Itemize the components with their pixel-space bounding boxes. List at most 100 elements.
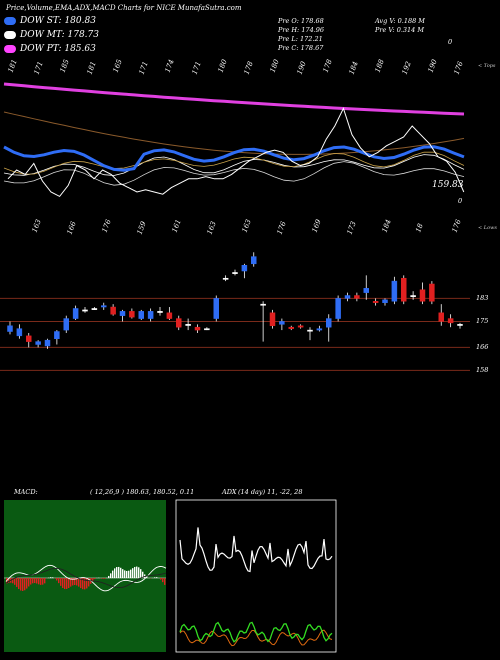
candle — [222, 275, 229, 282]
candle — [129, 308, 135, 319]
ema-blue-line — [3, 145, 465, 172]
macd-histogram-bar — [142, 571, 144, 578]
macd-histogram-bar — [154, 577, 156, 578]
candle — [307, 327, 313, 341]
ema-lines — [3, 82, 465, 186]
macd-histogram-bar — [30, 578, 32, 585]
candle — [410, 291, 416, 300]
candle — [176, 315, 182, 331]
macd-histogram-bar — [22, 578, 24, 591]
level-label: 158 — [476, 366, 489, 375]
legend-dow-mt: DOW MT: 178.73 — [4, 29, 99, 41]
macd-histogram-bar — [102, 578, 104, 579]
candle — [91, 307, 98, 310]
macd-histogram-bar — [134, 566, 136, 578]
candle — [260, 301, 266, 342]
ema-brown-line — [3, 111, 465, 155]
candles — [7, 252, 463, 349]
macd-histogram-bar — [138, 567, 140, 578]
ema-white-line-1 — [3, 154, 465, 176]
macd-histogram-bar — [36, 578, 38, 584]
macd-histogram-bar — [26, 578, 28, 589]
adx-values: (14 day) 11, -22, 28 — [238, 488, 303, 496]
macd-histogram-bar — [162, 578, 164, 583]
macd-histogram-bar — [118, 566, 120, 578]
level-label: 175 — [476, 317, 489, 326]
price-line — [7, 107, 465, 198]
macd-histogram-bar — [160, 578, 162, 580]
candle — [288, 325, 294, 331]
macd-background — [4, 500, 166, 652]
candle — [101, 302, 107, 310]
candle — [44, 338, 51, 349]
level-lines — [0, 297, 470, 371]
macd-histogram-bar — [38, 578, 40, 585]
stat-prev-close: Pre C: 178.67 — [278, 44, 324, 52]
candle — [204, 327, 210, 331]
candle — [185, 318, 191, 331]
macd-histogram-bar — [86, 578, 88, 589]
candle — [269, 309, 276, 329]
macd-histogram-bar — [132, 568, 134, 578]
macd-histogram-bar — [104, 578, 106, 579]
macd-histogram-bar — [34, 578, 36, 584]
candle — [251, 252, 257, 267]
macd-histogram-bar — [66, 578, 68, 589]
candle — [35, 340, 41, 348]
macd-histogram-bar — [126, 570, 128, 578]
stat-prev-volume: Pre V: 0.314 M — [375, 26, 425, 34]
macd-histogram-bar — [124, 570, 126, 578]
macd-histogram-bar — [114, 568, 116, 578]
macd-histogram-bar — [60, 578, 62, 586]
macd-histogram-bar — [44, 578, 46, 584]
candle — [316, 325, 323, 332]
macd-histogram-bar — [24, 578, 26, 591]
candle — [344, 292, 351, 302]
candle — [63, 315, 69, 333]
macd-histogram-bar — [128, 570, 130, 578]
candle — [194, 324, 201, 333]
macd-histogram-bar — [130, 569, 132, 578]
macd-histogram-bar — [42, 578, 44, 585]
macd-histogram-bar — [80, 578, 82, 589]
candle — [363, 275, 369, 300]
stat-prev-open: Pre O: 178.68 — [278, 17, 324, 25]
chart-title: Price,Volume,EMA,ADX,MACD Charts for NIC… — [6, 4, 242, 12]
candle — [54, 330, 60, 345]
tops-tag: < Tops — [478, 63, 496, 69]
candle — [26, 332, 32, 348]
stat-avg-volume: Avg V: 0.188 M — [375, 17, 425, 25]
macd-histogram-bar — [110, 573, 112, 578]
ema-pink-line — [3, 82, 465, 116]
legend-swatch-st — [4, 17, 16, 25]
legend-label-st: DOW ST: 180.83 — [20, 16, 96, 26]
macd-histogram-bar — [116, 567, 118, 578]
macd-histogram-bar — [156, 577, 158, 578]
adx-frame — [175, 499, 337, 653]
candle — [241, 263, 248, 279]
stat-prev-high: Pre H: 174.96 — [278, 26, 325, 34]
adx-label: ADX — [222, 488, 237, 496]
macd-histogram-bar — [84, 578, 86, 590]
macd-histogram-bar — [12, 578, 14, 584]
candle — [232, 269, 238, 276]
legend-dow-st: DOW ST: 180.83 — [4, 15, 96, 27]
candle — [335, 295, 341, 322]
macd-histogram-bar — [72, 578, 74, 586]
macd-histogram-bar — [58, 578, 60, 584]
macd-histogram-bar — [88, 578, 90, 587]
legend-dow-pt: DOW PT: 185.63 — [4, 43, 96, 55]
macd-histogram-bar — [70, 578, 72, 587]
candle — [147, 308, 154, 322]
adx-plus-di-line — [179, 621, 333, 643]
extra-label: 0 — [458, 197, 463, 205]
macd-histogram-bar — [62, 578, 64, 588]
legend-label-mt: DOW MT: 178.73 — [20, 30, 99, 40]
macd-histogram-bar — [8, 578, 10, 583]
macd-histogram-bar — [108, 575, 110, 578]
macd-histogram-bar — [64, 578, 66, 590]
candle — [326, 314, 332, 342]
legend-swatch-pt — [4, 45, 16, 53]
macd-panel — [4, 500, 167, 652]
